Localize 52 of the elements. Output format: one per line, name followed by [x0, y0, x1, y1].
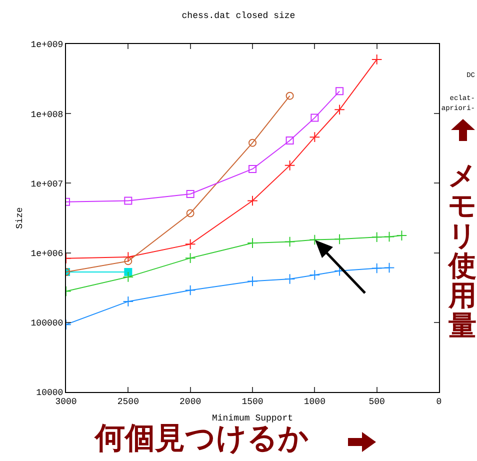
point	[122, 272, 134, 282]
point	[284, 274, 296, 284]
point	[384, 262, 395, 274]
y-tick-label: 1e+007	[30, 179, 64, 190]
point	[248, 164, 256, 173]
chart-title: chess.dat closed size	[182, 10, 296, 21]
y-tick-label: 1e+006	[30, 248, 64, 259]
text: 何個見つけるか	[95, 421, 309, 456]
point	[284, 160, 296, 171]
point	[396, 230, 408, 241]
y-tick-label: 100000	[30, 318, 64, 329]
point	[309, 234, 320, 246]
point	[122, 252, 134, 262]
point	[309, 132, 320, 142]
point	[184, 238, 196, 250]
point	[286, 92, 294, 100]
point	[184, 284, 196, 296]
point	[247, 238, 258, 248]
point	[284, 236, 296, 248]
y-axis-title: Size	[15, 207, 26, 229]
point	[371, 262, 382, 274]
x-tick-label: 2000	[180, 396, 202, 407]
point	[184, 252, 196, 264]
y-tick-label: 1e+008	[30, 110, 64, 120]
point	[247, 276, 258, 287]
point	[310, 114, 319, 122]
point	[334, 104, 345, 116]
point	[124, 196, 132, 205]
x-tick-label: 500	[368, 396, 385, 407]
y-tick-label: 10000	[36, 388, 64, 398]
point	[124, 257, 132, 266]
point	[336, 87, 344, 96]
x-tick-label: 1500	[242, 396, 264, 407]
y-tick-label: 1e+009	[30, 40, 64, 50]
x-tick-label: 1000	[304, 396, 326, 407]
x-tick-label: 3000	[55, 396, 77, 407]
point	[248, 138, 256, 147]
point	[384, 231, 395, 242]
x-axis-title: Minimum Support	[212, 414, 294, 424]
point	[186, 190, 194, 198]
x-tick-label: 0	[436, 396, 442, 407]
point	[371, 232, 382, 243]
point	[309, 270, 320, 280]
x-tick-label: 2500	[117, 396, 139, 407]
point	[122, 296, 134, 307]
point	[124, 268, 132, 276]
point	[334, 234, 345, 245]
text: メモリ使用量	[448, 159, 477, 342]
point	[286, 136, 294, 145]
point	[371, 54, 382, 65]
point	[186, 209, 194, 218]
point	[247, 195, 258, 206]
